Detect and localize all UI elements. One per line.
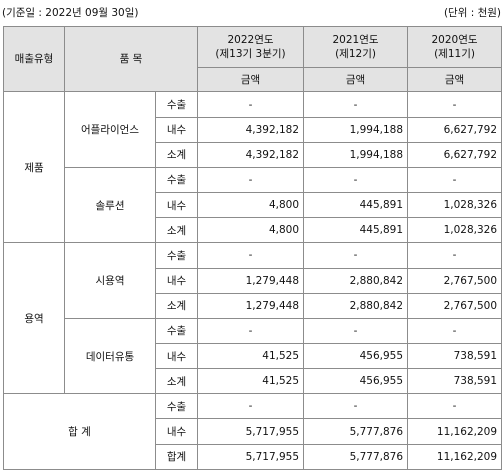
sales-type-cell: 용역	[3, 242, 65, 395]
table-row: 제품 어플라이언스 수출 - - -	[3, 91, 503, 244]
amount-cell: 5,777,876	[303, 443, 409, 471]
amount-cell: 5,777,876	[303, 418, 409, 445]
amount-cell: 1,994,188	[303, 141, 409, 168]
amount-cell: 6,627,792	[407, 116, 503, 143]
amount-cell: 2,767,500	[407, 292, 503, 319]
amount-cell: -	[407, 166, 503, 194]
amount-cell: -	[197, 242, 305, 269]
table-row: 용역 시용역 수출 - - -	[3, 242, 503, 395]
item-name-cell: 시용역	[64, 242, 156, 319]
amount-cell: 456,955	[303, 368, 409, 395]
item-name-cell: 솔루션	[64, 166, 156, 244]
sub-type-cell: 내수	[154, 116, 199, 143]
amount-cell: -	[303, 91, 409, 118]
sub-type-cell: 소계	[154, 292, 199, 319]
table-row: 내수 4,392,182 1,994,188 6,627,792	[4, 116, 503, 143]
amount-cell: 11,162,209	[407, 443, 503, 471]
amount-cell: -	[303, 393, 409, 420]
amount-cell: 11,162,209	[407, 418, 503, 445]
amount-cell: 1,279,448	[197, 267, 305, 294]
table-row: 솔루션 수출 - - -	[4, 166, 503, 244]
total-row: 합계 5,717,955 5,777,876 11,162,209	[4, 443, 503, 471]
amount-cell: 2,880,842	[303, 267, 409, 294]
sub-type-cell: 내수	[154, 342, 199, 370]
sub-type-cell: 합계	[154, 443, 199, 471]
amount-cell: 2,767,500	[407, 267, 503, 294]
item-name-cell: 데이터유통	[64, 317, 156, 395]
table-row: 내수 4,800 445,891 1,028,326	[4, 192, 503, 219]
period-header: 2022연도 (제13기 3분기)	[197, 25, 305, 69]
item-header: 품 목	[63, 25, 199, 93]
amount-cell: 1,028,326	[407, 192, 503, 219]
amount-cell: -	[197, 91, 305, 118]
amount-cell: -	[197, 393, 305, 420]
amount-header: 금액	[303, 67, 409, 93]
period-header: 2021연도 (제12기)	[303, 25, 409, 69]
amount-cell: -	[407, 242, 503, 269]
header-row: 매출유형 품 목 2022연도 (제13기 3분기) 2021연도 (제12기) 2…	[3, 25, 503, 93]
sub-type-cell: 수출	[154, 166, 199, 194]
amount-cell: 1,028,326	[407, 217, 503, 244]
table-row: 데이터유통 수출 - - -	[4, 317, 503, 395]
amount-cell: 738,591	[407, 368, 503, 395]
amount-cell: 41,525	[197, 368, 305, 395]
table-row: 소계 1,279,448 2,880,842 2,767,500	[4, 292, 503, 319]
sub-type-cell: 수출	[154, 242, 199, 269]
period-header: 2020연도 (제11기)	[407, 25, 503, 69]
amount-cell: -	[303, 166, 409, 194]
sub-type-cell: 수출	[154, 317, 199, 344]
amount-cell: 445,891	[303, 217, 409, 244]
table-row: 내수 1,279,448 2,880,842 2,767,500	[4, 267, 503, 294]
sales-table: 매출유형 품 목 2022연도 (제13기 3분기) 2021연도 (제12기) 2…	[3, 25, 503, 471]
table-row: 소계 4,392,182 1,994,188 6,627,792	[4, 141, 503, 168]
amount-header-row: 금액 금액 금액	[4, 67, 503, 93]
unit-note: (단위 : 천원)	[443, 7, 501, 19]
amount-header: 금액	[407, 67, 503, 93]
amount-cell: 41,525	[197, 342, 305, 370]
amount-cell: -	[303, 317, 409, 344]
sub-type-cell: 소계	[154, 217, 199, 244]
amount-cell: -	[303, 242, 409, 269]
sub-type-cell: 내수	[154, 192, 199, 219]
amount-cell: 4,392,182	[197, 116, 305, 143]
amount-cell: -	[197, 317, 305, 344]
amount-cell: 6,627,792	[407, 141, 503, 168]
amount-cell: 445,891	[303, 192, 409, 219]
amount-cell: 1,994,188	[303, 116, 409, 143]
table-row: 소계 41,525 456,955 738,591	[4, 368, 503, 395]
total-row: 합 계 수출 - - -	[3, 393, 503, 470]
basis-date-note: (기준일 : 2022년 09월 30일)	[2, 7, 139, 19]
amount-header: 금액	[197, 67, 305, 93]
amount-cell: 5,717,955	[197, 443, 305, 471]
amount-cell: -	[407, 393, 503, 420]
amount-cell: 4,800	[197, 217, 305, 244]
amount-cell: 456,955	[303, 342, 409, 370]
amount-cell: 4,800	[197, 192, 305, 219]
amount-cell: 738,591	[407, 342, 503, 370]
sub-type-cell: 소계	[154, 141, 199, 168]
sub-type-cell: 수출	[154, 393, 199, 420]
amount-cell: -	[197, 166, 305, 194]
table-row: 소계 4,800 445,891 1,028,326	[4, 217, 503, 244]
amount-cell: 1,279,448	[197, 292, 305, 319]
sales-type-cell: 제품	[3, 91, 65, 244]
item-name-cell: 어플라이언스	[64, 91, 156, 168]
amount-cell: 5,717,955	[197, 418, 305, 445]
type-header: 매출유형	[3, 25, 65, 93]
amount-cell: 4,392,182	[197, 141, 305, 168]
amount-cell: 2,880,842	[303, 292, 409, 319]
sub-type-cell: 소계	[154, 368, 199, 395]
amount-cell: -	[407, 91, 503, 118]
amount-cell: -	[407, 317, 503, 344]
sub-type-cell: 내수	[154, 267, 199, 294]
total-label-cell: 합 계	[3, 393, 156, 470]
sub-type-cell: 내수	[154, 418, 199, 445]
sub-type-cell: 수출	[154, 91, 199, 118]
